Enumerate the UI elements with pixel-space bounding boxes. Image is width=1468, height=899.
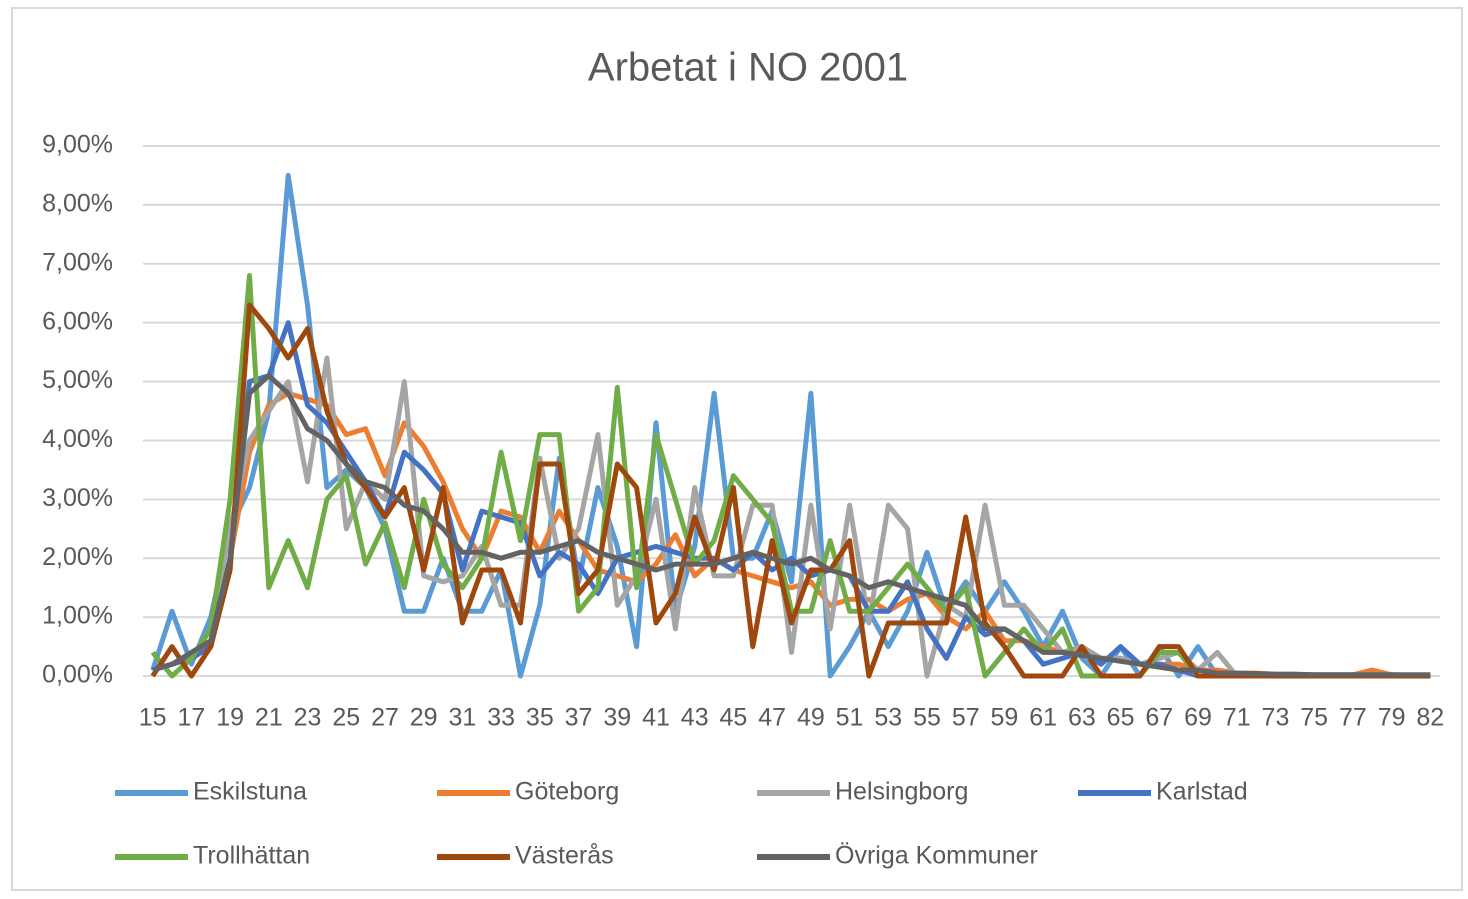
y-tick-label: 7,00% (42, 248, 113, 276)
legend-label: Göteborg (515, 778, 619, 806)
x-tick-label: 29 (410, 704, 438, 732)
x-tick-label: 77 (1339, 704, 1367, 732)
x-tick-label: 55 (913, 704, 941, 732)
x-tick-label: 27 (371, 704, 399, 732)
series-line (151, 390, 1431, 678)
x-tick-label: 15 (139, 704, 167, 732)
x-tick-label: 45 (720, 704, 748, 732)
x-tick-label: 49 (797, 704, 825, 732)
legend-label: Trollhättan (193, 842, 310, 870)
chart-title: Arbetat i NO 2001 (588, 46, 908, 90)
x-tick-label: 23 (294, 704, 322, 732)
y-tick-label: 5,00% (42, 366, 113, 394)
x-tick-label: 37 (565, 704, 593, 732)
x-tick-label: 59 (991, 704, 1019, 732)
x-tick-label: 19 (216, 704, 244, 732)
x-tick-label: 75 (1300, 704, 1328, 732)
x-tick-label: 53 (874, 704, 902, 732)
legend-label: Övriga Kommuner (835, 842, 1038, 870)
series-line (151, 373, 1431, 678)
y-tick-label: 1,00% (42, 602, 113, 630)
x-tick-label: 79 (1378, 704, 1406, 732)
x-tick-label: 73 (1262, 704, 1290, 732)
x-tick-label: 33 (487, 704, 515, 732)
x-tick-label: 35 (526, 704, 554, 732)
x-tick-label: 82 (1416, 704, 1444, 732)
series-line (150, 302, 1431, 679)
legend-label: Västerås (515, 842, 614, 870)
legend-label: Helsingborg (835, 778, 968, 806)
legend-label: Karlstad (1156, 778, 1248, 806)
x-tick-label: 25 (332, 704, 360, 732)
x-tick-label: 41 (642, 704, 670, 732)
y-tick-label: 3,00% (42, 484, 113, 512)
x-tick-label: 21 (255, 704, 283, 732)
x-tick-label: 63 (1068, 704, 1096, 732)
x-tick-label: 71 (1223, 704, 1251, 732)
y-tick-label: 9,00% (42, 131, 113, 159)
x-tick-label: 39 (603, 704, 631, 732)
x-tick-label: 43 (681, 704, 709, 732)
legend-label: Eskilstuna (193, 778, 307, 806)
x-tick-label: 67 (1145, 704, 1173, 732)
y-tick-label: 0,00% (42, 661, 113, 689)
y-tick-label: 6,00% (42, 307, 113, 335)
y-tick-label: 8,00% (42, 189, 113, 217)
y-tick-label: 4,00% (42, 425, 113, 453)
x-tick-label: 51 (836, 704, 864, 732)
x-tick-label: 31 (449, 704, 477, 732)
chart-border (11, 7, 1463, 891)
x-tick-label: 69 (1184, 704, 1212, 732)
y-tick-label: 2,00% (42, 543, 113, 571)
x-tick-label: 47 (758, 704, 786, 732)
x-tick-label: 17 (177, 704, 205, 732)
x-tick-label: 65 (1107, 704, 1135, 732)
x-tick-label: 61 (1029, 704, 1057, 732)
x-tick-label: 57 (952, 704, 980, 732)
